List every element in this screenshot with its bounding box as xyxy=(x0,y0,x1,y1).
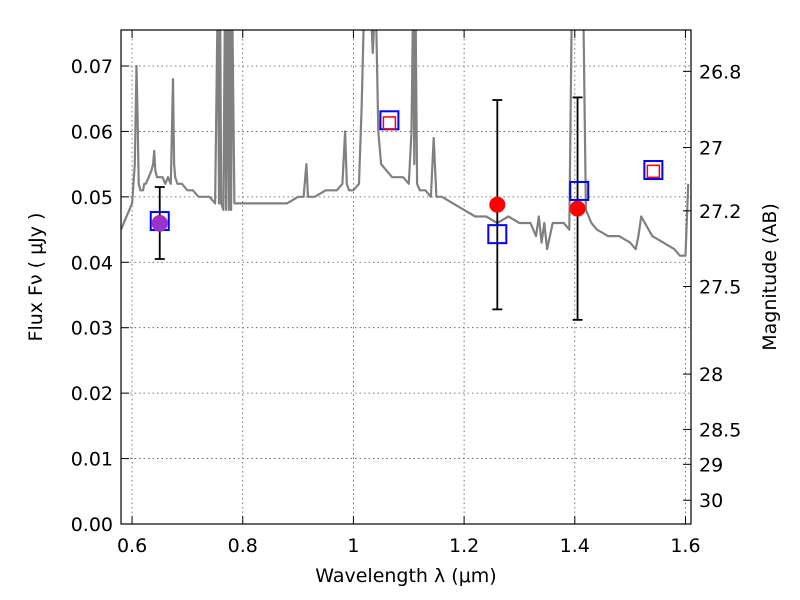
plot-frame xyxy=(120,29,692,525)
data-point xyxy=(489,196,506,213)
x-tick-label: 0.6 xyxy=(117,535,147,557)
x-tick-label: 1.6 xyxy=(670,535,700,557)
right-tick-label: 30 xyxy=(699,490,723,512)
right-tick-label: 28.5 xyxy=(699,419,741,441)
x-axis: 0.6 0.8 1 1.2 1.4 1.6 xyxy=(117,30,701,557)
y-tick-label: 0.06 xyxy=(71,121,113,143)
right-tick-label: 27.2 xyxy=(699,201,741,223)
right-tick-label: 27.5 xyxy=(699,276,741,298)
y-tick-label: 0.04 xyxy=(71,252,113,274)
model-photometry-square xyxy=(646,164,661,179)
data-point xyxy=(151,215,168,232)
x-tick-label: 0.8 xyxy=(228,535,258,557)
y-tick-label: 0.05 xyxy=(71,187,113,209)
y-tick-label: 0.02 xyxy=(71,383,113,405)
model-photometry-square xyxy=(643,160,664,181)
x-axis-title: Wavelength λ (μm) xyxy=(315,565,496,587)
model-photometry-square xyxy=(382,116,397,130)
y-axis-right-title: Magnitude (AB) xyxy=(759,203,781,351)
right-tick-label: 27 xyxy=(699,137,723,159)
y-tick-label: 0.01 xyxy=(71,449,113,471)
model-photometry-square xyxy=(487,224,508,245)
spectrum-layer xyxy=(121,30,690,257)
x-tick-label: 1 xyxy=(347,535,359,557)
right-tick-label: 28 xyxy=(699,364,723,386)
x-tick-label: 1.4 xyxy=(560,535,590,557)
data-point xyxy=(569,200,586,217)
y-tick-label: 0.03 xyxy=(71,318,113,340)
y-tick-label: 0.00 xyxy=(71,514,113,536)
marker-layer xyxy=(149,110,664,245)
x-tick-label: 1.2 xyxy=(449,535,479,557)
y-axis-title: Flux Fν ( μJy ) xyxy=(25,213,47,342)
spectrum-line xyxy=(121,30,690,257)
y-axis-right: 26.8 27 27.2 27.5 28 28.5 29 30 xyxy=(683,61,741,512)
grid xyxy=(121,30,691,525)
right-tick-label: 29 xyxy=(699,454,723,476)
right-tick-label: 26.8 xyxy=(699,61,741,83)
model-photometry-square xyxy=(569,180,590,201)
y-axis-left: 0.00 0.01 0.02 0.03 0.04 0.05 0.06 0.07 xyxy=(71,56,129,536)
y-tick-label: 0.07 xyxy=(71,56,113,78)
